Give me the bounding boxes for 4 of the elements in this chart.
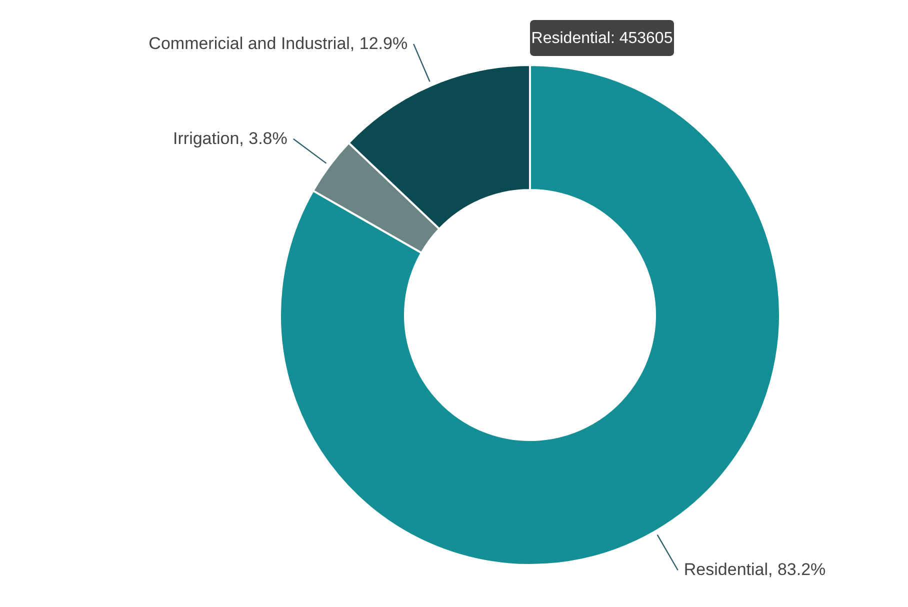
slice-label: Irrigation, 3.8%: [173, 128, 288, 148]
slice-label: Residential, 83.2%: [684, 560, 826, 580]
slice-label: Commericial and Industrial, 12.9%: [148, 34, 408, 53]
text: Residential: 453605: [531, 30, 673, 47]
